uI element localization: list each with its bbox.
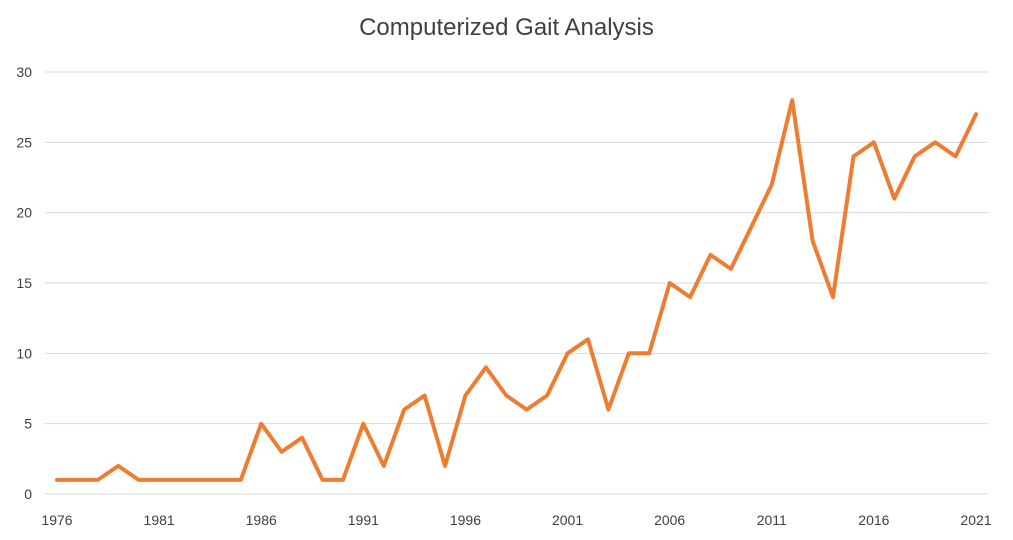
data-point: [402, 408, 406, 412]
data-point: [811, 239, 815, 243]
data-point: [341, 478, 345, 482]
y-axis-tick-labels: 0 5 10 15 20 25 30: [16, 64, 32, 502]
data-point: [647, 351, 651, 355]
y-tick-label: 0: [24, 486, 32, 502]
data-point: [75, 478, 79, 482]
data-point: [729, 267, 733, 271]
data-point: [627, 351, 631, 355]
data-point: [239, 478, 243, 482]
data-point: [892, 197, 896, 201]
data-point: [974, 112, 978, 116]
data-point: [463, 394, 467, 398]
x-axis-tick-labels: 1976 1981 1986 1991 1996 2001 2006 2011 2016 2021: [41, 512, 991, 528]
data-point: [484, 365, 488, 369]
x-tick-label: 1996: [450, 512, 481, 528]
data-point: [443, 464, 447, 468]
chart-title: Computerized Gait Analysis: [359, 14, 654, 41]
data-point: [423, 394, 427, 398]
y-tick-label: 25: [16, 134, 32, 150]
data-point: [525, 408, 529, 412]
data-point: [116, 464, 120, 468]
data-point: [545, 394, 549, 398]
data-point: [688, 295, 692, 299]
data-point: [749, 225, 753, 229]
data-point: [137, 478, 141, 482]
y-tick-label: 10: [16, 345, 32, 361]
y-tick-label: 20: [16, 205, 32, 221]
data-point: [300, 436, 304, 440]
data-point: [872, 140, 876, 144]
x-tick-label: 2021: [960, 512, 991, 528]
x-tick-label: 2011: [757, 512, 787, 528]
data-point: [504, 394, 508, 398]
data-point: [198, 478, 202, 482]
data-point: [606, 408, 610, 412]
data-point: [566, 351, 570, 355]
gridlines: [45, 71, 988, 495]
data-point: [586, 337, 590, 341]
x-tick-label: 2001: [552, 512, 583, 528]
series-line-0: [55, 98, 978, 482]
x-tick-label: 2016: [858, 512, 889, 528]
data-point: [259, 422, 263, 426]
data-point: [913, 154, 917, 158]
y-tick-label: 15: [16, 275, 32, 291]
x-tick-label: 2006: [654, 512, 685, 528]
data-point: [178, 478, 182, 482]
series-layer: [55, 98, 978, 482]
data-point: [831, 295, 835, 299]
data-point: [157, 478, 161, 482]
data-point: [851, 154, 855, 158]
y-tick-label: 30: [16, 64, 32, 80]
x-tick-label: 1991: [348, 512, 379, 528]
x-tick-label: 1986: [246, 512, 277, 528]
data-point: [382, 464, 386, 468]
data-point: [218, 478, 222, 482]
data-point: [954, 154, 958, 158]
data-point: [709, 253, 713, 257]
x-tick-label: 1976: [41, 512, 72, 528]
data-point: [320, 478, 324, 482]
data-point: [933, 140, 937, 144]
data-point: [668, 281, 672, 285]
data-point: [361, 422, 365, 426]
x-tick-label: 1981: [144, 512, 175, 528]
y-tick-label: 5: [24, 416, 32, 432]
data-point: [770, 183, 774, 187]
data-point: [280, 450, 284, 454]
data-point: [55, 478, 59, 482]
data-point: [96, 478, 100, 482]
data-point: [790, 98, 794, 102]
